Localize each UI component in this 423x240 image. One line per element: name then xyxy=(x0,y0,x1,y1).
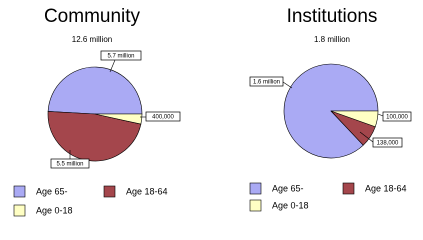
chart-subtitle: 1.8 million xyxy=(314,35,350,44)
data-label: 400,000 xyxy=(152,115,174,121)
data-label: 5.5 million xyxy=(56,162,83,168)
legend-swatch xyxy=(13,185,26,198)
chart-title: Institutions xyxy=(287,6,378,27)
chart-subtitle: 12.6 million xyxy=(72,35,112,44)
leader-line xyxy=(359,131,374,143)
legend-label: Age 0-18 xyxy=(272,200,309,210)
pie-slice xyxy=(330,110,379,128)
label-box xyxy=(145,111,181,122)
pie-slice xyxy=(94,113,143,125)
chart: Community 12.6 million 5.7 million 5.5 mill… xyxy=(13,6,412,217)
leader-line xyxy=(377,113,384,117)
data-label: 5.7 million xyxy=(107,54,134,60)
data-label: 1.6 million xyxy=(253,80,280,86)
leader-line xyxy=(282,81,293,89)
legend-label: Age 65- xyxy=(36,186,68,196)
legend-swatch xyxy=(13,204,26,217)
legend-label: Age 65- xyxy=(272,183,304,193)
label-box xyxy=(100,50,142,61)
label-box xyxy=(50,158,90,169)
legend-label: Age 18-64 xyxy=(365,183,407,193)
chart-title: Community xyxy=(44,6,141,27)
legend-label: Age 0-18 xyxy=(36,205,73,215)
data-label: 138,000 xyxy=(377,141,399,147)
legend-label: Age 18-64 xyxy=(126,186,168,196)
legend-swatch xyxy=(103,185,116,198)
label-box xyxy=(249,76,284,87)
label-box xyxy=(382,111,412,122)
label-box xyxy=(372,137,403,148)
legend-swatch xyxy=(249,182,262,195)
legend-swatch xyxy=(342,182,355,195)
data-label: 100,000 xyxy=(386,115,408,121)
leader-line xyxy=(109,59,116,73)
pie-slice xyxy=(47,66,143,115)
legend-swatch xyxy=(249,199,262,212)
